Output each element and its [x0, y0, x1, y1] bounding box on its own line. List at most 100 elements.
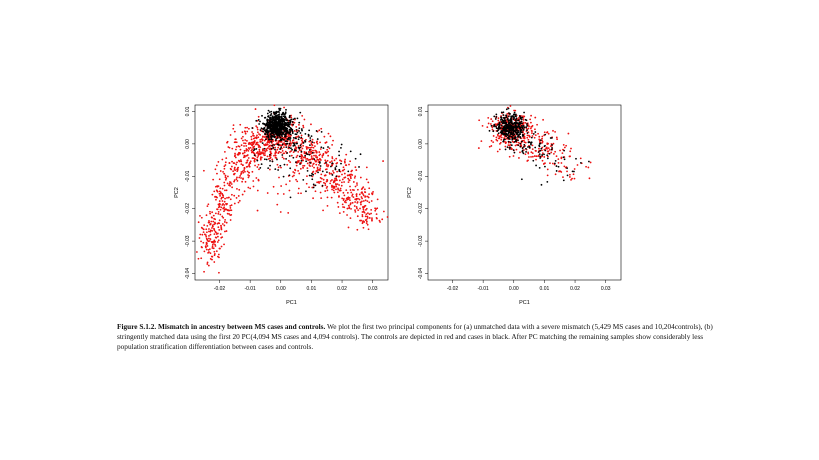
- panel-a-point-cases: [280, 121, 282, 124]
- panel-b-point-controls: [531, 148, 534, 151]
- panel-a-point-controls: [213, 233, 216, 236]
- panel-b-point-controls: [496, 150, 499, 153]
- panel-a-point-controls: [290, 142, 293, 145]
- panel-a-point-controls: [260, 140, 262, 143]
- panel-b-point-controls: [504, 140, 506, 143]
- panel-a-point-controls: [326, 196, 329, 199]
- panel-a-point-controls: [316, 181, 318, 184]
- panel-a-point-controls: [386, 216, 389, 218]
- panel-a-point-controls: [355, 169, 358, 171]
- panel-b-point-controls: [538, 135, 541, 138]
- panel-a-point-cases: [266, 127, 269, 130]
- panel-a-point-cases: [359, 153, 362, 156]
- panel-a-point-controls: [326, 205, 329, 207]
- panel-a-point-controls: [312, 163, 315, 166]
- panel-a-point-cases: [267, 167, 270, 170]
- panel-a-point-controls: [239, 152, 241, 154]
- panel-a-point-cases: [275, 120, 278, 123]
- panel-a-point-controls: [214, 212, 217, 215]
- panel-a-point-cases: [259, 120, 261, 123]
- panel-a-point-cases: [299, 144, 302, 147]
- panel-a-point-controls: [223, 221, 226, 223]
- panel-a-point-cases: [325, 161, 327, 164]
- panel-a-point-controls: [206, 263, 209, 265]
- panel-a-point-controls: [219, 203, 221, 206]
- panel-a-point-cases: [259, 167, 262, 169]
- panel-b-point-cases: [544, 165, 546, 168]
- panel-a-point-controls: [233, 155, 236, 158]
- panel-b-point-controls: [544, 162, 546, 165]
- panel-a-point-controls: [235, 141, 238, 144]
- panel-b-point-cases: [511, 121, 513, 123]
- panel-a-point-controls: [349, 175, 352, 178]
- panel-a-point-controls: [267, 139, 269, 142]
- panel-a-point-controls: [218, 178, 221, 181]
- panel-a-point-controls: [214, 230, 217, 233]
- panel-a-point-controls: [209, 229, 212, 232]
- panel-a-point-controls: [259, 139, 262, 141]
- panel-a-point-controls: [219, 170, 222, 172]
- panel-a-point-cases: [281, 137, 284, 140]
- panel-a-point-controls: [229, 185, 232, 187]
- panel-a-point-controls: [295, 156, 298, 159]
- panel-a-point-controls: [329, 182, 332, 185]
- panel-a-point-controls: [205, 228, 208, 231]
- panel-a-point-cases: [354, 157, 357, 160]
- panel-a-point-controls: [368, 187, 371, 190]
- panel-a-point-controls: [238, 176, 241, 179]
- panel-b-point-controls: [530, 151, 533, 154]
- panel-b-x-tick-label: -0.02: [447, 286, 459, 292]
- panel-a-point-controls: [375, 208, 377, 211]
- panel-a-point-cases: [256, 159, 259, 162]
- panel-b-point-cases: [539, 149, 542, 152]
- panel-a-point-controls: [237, 166, 240, 169]
- panel-b-point-controls: [541, 137, 543, 140]
- panel-a-point-controls: [342, 210, 345, 213]
- panel-a-point-controls: [255, 143, 257, 146]
- panel-a-point-cases: [269, 160, 271, 162]
- panel-a-point-controls: [263, 152, 266, 154]
- panel-b-point-controls: [535, 155, 538, 158]
- panel-b-point-cases: [530, 136, 533, 139]
- panel-a-point-cases: [264, 138, 267, 141]
- panel-b-point-cases: [505, 135, 508, 138]
- panel-b-point-cases: [510, 128, 513, 131]
- panel-a-point-controls: [256, 134, 258, 137]
- panel-b-point-cases: [513, 140, 516, 143]
- panel-b-point-controls: [546, 168, 549, 171]
- panel-a-point-controls: [302, 159, 304, 162]
- panel-b-x-tick-label: 0.01: [540, 286, 550, 292]
- panel-a-x-axis-label: PC1: [286, 300, 297, 306]
- panel-a-point-controls: [242, 139, 244, 142]
- panel-a-point-controls: [241, 152, 244, 155]
- panel-a-point-controls: [308, 140, 311, 143]
- panel-a-point-cases: [289, 133, 292, 136]
- panel-b-point-cases: [503, 119, 506, 122]
- panel-a-point-controls: [220, 206, 223, 209]
- panel-a-point-controls: [315, 156, 317, 158]
- panel-a-point-controls: [212, 178, 215, 181]
- panel-a-point-cases: [273, 131, 276, 134]
- panel-b-x-tick-label: 0.03: [601, 286, 611, 292]
- panel-b-point-controls: [534, 116, 537, 119]
- panel-a-point-controls: [240, 172, 243, 175]
- panel-a-point-controls: [370, 212, 372, 215]
- panel-a-point-controls: [196, 251, 198, 253]
- panel-a-point-controls: [359, 201, 362, 204]
- panel-a-point-controls: [301, 114, 304, 117]
- panel-b-point-controls: [573, 177, 576, 180]
- panel-a-point-controls: [247, 149, 250, 152]
- panel-a-point-controls: [302, 126, 305, 129]
- panel-a-point-cases: [278, 126, 281, 129]
- panel-b-point-controls: [572, 173, 575, 176]
- panel-b-point-controls: [535, 158, 537, 161]
- panel-a-point-cases: [283, 135, 286, 138]
- panel-a-point-controls: [277, 146, 280, 149]
- panel-b-point-cases: [515, 122, 517, 125]
- panel-a-point-cases: [312, 186, 315, 189]
- panel-a-point-controls: [258, 168, 260, 171]
- panel-a-point-cases: [265, 123, 268, 125]
- panel-a-point-controls: [256, 156, 259, 159]
- panel-a-point-controls: [382, 210, 385, 213]
- panel-b-point-cases: [503, 129, 506, 132]
